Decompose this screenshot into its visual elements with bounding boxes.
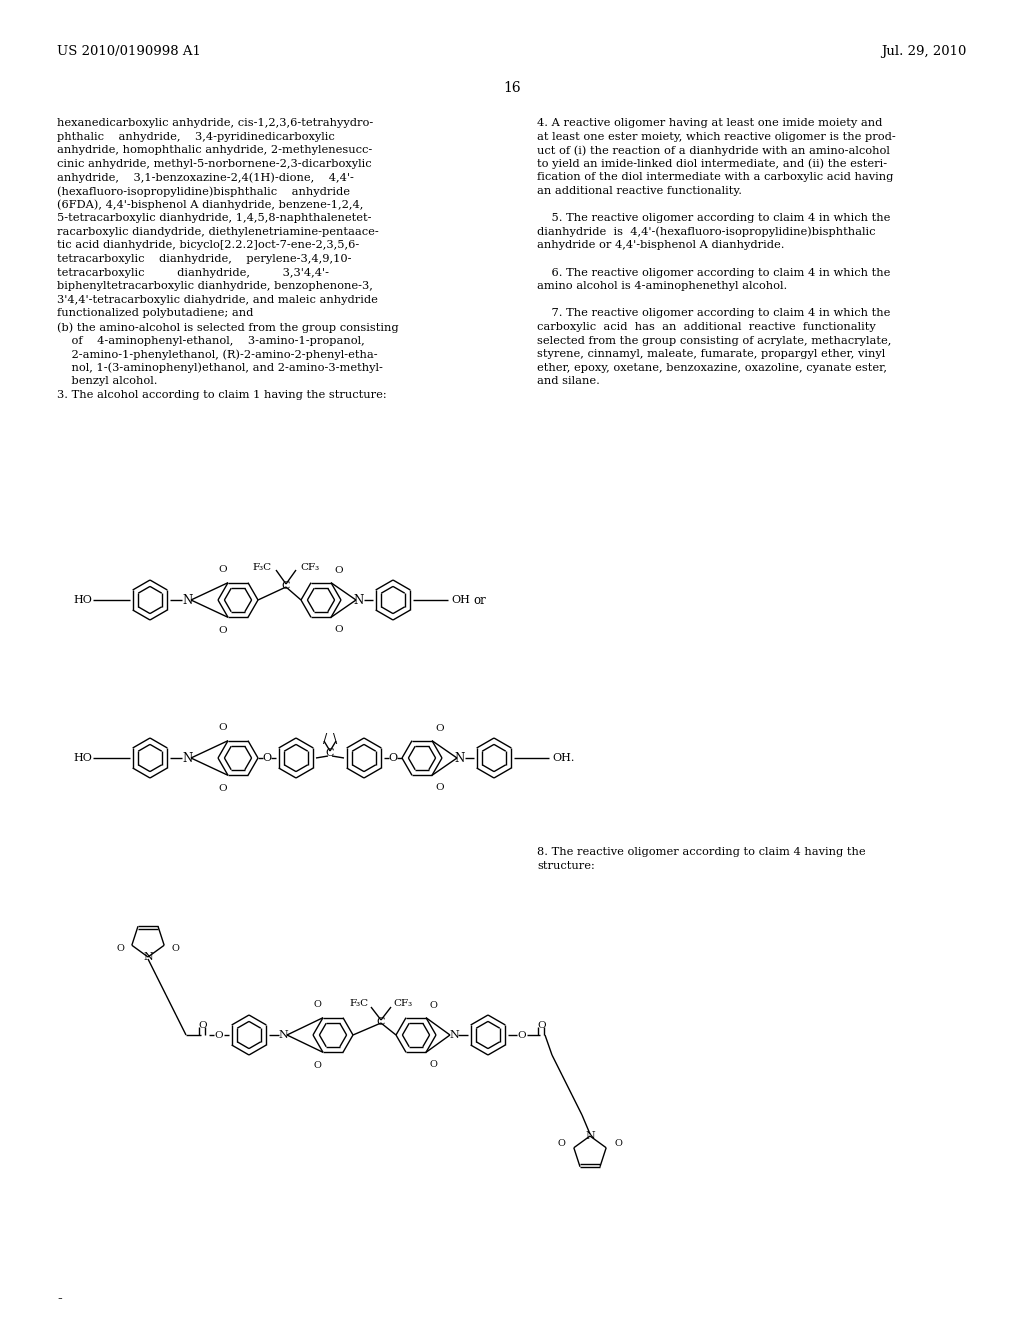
Text: O: O [218, 784, 226, 793]
Text: OH: OH [451, 595, 470, 605]
Text: N: N [585, 1131, 595, 1140]
Text: at least one ester moiety, which reactive oligomer is the prod-: at least one ester moiety, which reactiv… [537, 132, 896, 141]
Text: fication of the diol intermediate with a carboxylic acid having: fication of the diol intermediate with a… [537, 173, 893, 182]
Text: amino alcohol is 4-aminophenethyl alcohol.: amino alcohol is 4-aminophenethyl alcoho… [537, 281, 787, 292]
Text: N: N [279, 1030, 288, 1040]
Text: racarboxylic diandydride, diethylenetriamine-pentaace-: racarboxylic diandydride, diethylenetria… [57, 227, 379, 236]
Text: -: - [57, 1292, 61, 1305]
Text: tic acid dianhydride, bicyclo[2.2.2]oct-7-ene-2,3,5,6-: tic acid dianhydride, bicyclo[2.2.2]oct-… [57, 240, 359, 251]
Text: anhydride,    3,1-benzoxazine-2,4(1H)-dione,    4,4'-: anhydride, 3,1-benzoxazine-2,4(1H)-dione… [57, 173, 354, 183]
Text: O: O [429, 1002, 437, 1010]
Text: C: C [377, 1016, 385, 1027]
Text: O: O [538, 1020, 547, 1030]
Text: OH.: OH. [552, 752, 574, 763]
Text: 5-tetracarboxylic dianhydride, 1,4,5,8-naphthalenetet-: 5-tetracarboxylic dianhydride, 1,4,5,8-n… [57, 214, 372, 223]
Text: N: N [183, 594, 194, 606]
Text: O: O [218, 626, 226, 635]
Text: CF₃: CF₃ [300, 562, 319, 572]
Text: O: O [262, 752, 271, 763]
Text: \: \ [333, 733, 337, 746]
Text: N: N [183, 751, 194, 764]
Text: uct of (i) the reaction of a dianhydride with an amino-alcohol: uct of (i) the reaction of a dianhydride… [537, 145, 890, 156]
Text: CF₃: CF₃ [393, 998, 412, 1007]
Text: N: N [354, 594, 365, 606]
Text: phthalic    anhydride,    3,4-pyridinedicarboxylic: phthalic anhydride, 3,4-pyridinedicarbox… [57, 132, 335, 141]
Text: or: or [473, 594, 485, 606]
Text: O: O [117, 945, 124, 953]
Text: selected from the group consisting of acrylate, methacrylate,: selected from the group consisting of ac… [537, 335, 891, 346]
Text: 3. The alcohol according to claim 1 having the structure:: 3. The alcohol according to claim 1 havi… [57, 389, 387, 400]
Text: (6FDA), 4,4'-bisphenol A dianhydride, benzene-1,2,4,: (6FDA), 4,4'-bisphenol A dianhydride, be… [57, 199, 364, 210]
Text: O: O [334, 624, 343, 634]
Text: O: O [218, 723, 226, 733]
Text: O: O [313, 1061, 322, 1069]
Text: (b) the amino-alcohol is selected from the group consisting: (b) the amino-alcohol is selected from t… [57, 322, 398, 333]
Text: HO: HO [73, 595, 92, 605]
Text: US 2010/0190998 A1: US 2010/0190998 A1 [57, 45, 201, 58]
Text: O: O [218, 565, 226, 574]
Text: an additional reactive functionality.: an additional reactive functionality. [537, 186, 742, 195]
Text: 7. The reactive oligomer according to claim 4 in which the: 7. The reactive oligomer according to cl… [537, 309, 891, 318]
Text: 2-amino-1-phenylethanol, (R)-2-amino-2-phenyl-etha-: 2-amino-1-phenylethanol, (R)-2-amino-2-p… [57, 350, 378, 360]
Text: O: O [199, 1020, 207, 1030]
Text: O: O [518, 1031, 526, 1040]
Text: 16: 16 [503, 81, 521, 95]
Text: structure:: structure: [537, 861, 595, 871]
Text: 3'4,4'-tetracarboxylic diahydride, and maleic anhydride: 3'4,4'-tetracarboxylic diahydride, and m… [57, 294, 378, 305]
Text: and silane.: and silane. [537, 376, 600, 387]
Text: cinic anhydride, methyl-5-norbornene-2,3-dicarboxylic: cinic anhydride, methyl-5-norbornene-2,3… [57, 158, 372, 169]
Text: styrene, cinnamyl, maleate, fumarate, propargyl ether, vinyl: styrene, cinnamyl, maleate, fumarate, pr… [537, 350, 886, 359]
Text: O: O [435, 725, 443, 734]
Text: of    4-aminophenyl-ethanol,    3-amino-1-propanol,: of 4-aminophenyl-ethanol, 3-amino-1-prop… [57, 335, 365, 346]
Text: nol, 1-(3-aminophenyl)ethanol, and 2-amino-3-methyl-: nol, 1-(3-aminophenyl)ethanol, and 2-ami… [57, 363, 383, 374]
Text: O: O [429, 1060, 437, 1069]
Text: ether, epoxy, oxetane, benzoxazine, oxazoline, cyanate ester,: ether, epoxy, oxetane, benzoxazine, oxaz… [537, 363, 887, 372]
Text: F₃C: F₃C [253, 562, 272, 572]
Text: tetracarboxylic    dianhydride,    perylene-3,4,9,10-: tetracarboxylic dianhydride, perylene-3,… [57, 253, 351, 264]
Text: biphenyltetracarboxylic dianhydride, benzophenone-3,: biphenyltetracarboxylic dianhydride, ben… [57, 281, 373, 292]
Text: N: N [450, 1030, 459, 1040]
Text: carboxylic  acid  has  an  additional  reactive  functionality: carboxylic acid has an additional reacti… [537, 322, 876, 333]
Text: dianhydride  is  4,4'-(hexafluoro-isopropylidine)bisphthalic: dianhydride is 4,4'-(hexafluoro-isopropy… [537, 227, 876, 238]
Text: N: N [143, 952, 153, 962]
Text: O: O [172, 945, 179, 953]
Text: C: C [282, 581, 290, 591]
Text: F₃C: F₃C [350, 998, 369, 1007]
Text: tetracarboxylic         dianhydride,         3,3'4,4'-: tetracarboxylic dianhydride, 3,3'4,4'- [57, 268, 329, 277]
Text: O: O [215, 1031, 223, 1040]
Text: anhydride, homophthalic anhydride, 2-methylenesucc-: anhydride, homophthalic anhydride, 2-met… [57, 145, 373, 156]
Text: C: C [326, 748, 334, 758]
Text: 6. The reactive oligomer according to claim 4 in which the: 6. The reactive oligomer according to cl… [537, 268, 891, 277]
Text: hexanedicarboxylic anhydride, cis-1,2,3,6-tetrahyydro-: hexanedicarboxylic anhydride, cis-1,2,3,… [57, 117, 374, 128]
Text: benzyl alcohol.: benzyl alcohol. [57, 376, 158, 387]
Text: HO: HO [73, 752, 92, 763]
Text: O: O [388, 752, 397, 763]
Text: 8. The reactive oligomer according to claim 4 having the: 8. The reactive oligomer according to cl… [537, 847, 865, 857]
Text: N: N [455, 751, 465, 764]
Text: Jul. 29, 2010: Jul. 29, 2010 [882, 45, 967, 58]
Text: O: O [557, 1139, 565, 1148]
Text: 4. A reactive oligomer having at least one imide moiety and: 4. A reactive oligomer having at least o… [537, 117, 883, 128]
Text: O: O [614, 1139, 623, 1148]
Text: 5. The reactive oligomer according to claim 4 in which the: 5. The reactive oligomer according to cl… [537, 214, 891, 223]
Text: (hexafluoro-isopropylidine)bisphthalic    anhydride: (hexafluoro-isopropylidine)bisphthalic a… [57, 186, 350, 197]
Text: /: / [323, 733, 327, 746]
Text: functionalized polybutadiene; and: functionalized polybutadiene; and [57, 309, 253, 318]
Text: O: O [435, 783, 443, 792]
Text: to yield an imide-linked diol intermediate, and (ii) the esteri-: to yield an imide-linked diol intermedia… [537, 158, 887, 169]
Text: anhydride or 4,4'-bisphenol A dianhydride.: anhydride or 4,4'-bisphenol A dianhydrid… [537, 240, 784, 251]
Text: O: O [334, 566, 343, 576]
Text: O: O [313, 1001, 322, 1010]
